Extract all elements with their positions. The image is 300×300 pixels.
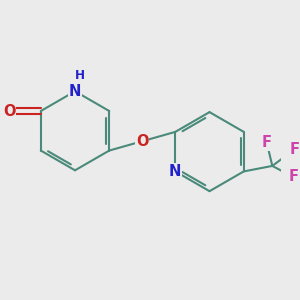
Text: F: F [288,169,298,184]
Text: F: F [262,135,272,150]
Text: F: F [289,142,299,157]
Text: O: O [3,103,16,118]
Text: N: N [69,84,81,99]
Text: H: H [74,69,84,82]
Text: N: N [169,164,182,179]
Text: O: O [136,134,148,149]
